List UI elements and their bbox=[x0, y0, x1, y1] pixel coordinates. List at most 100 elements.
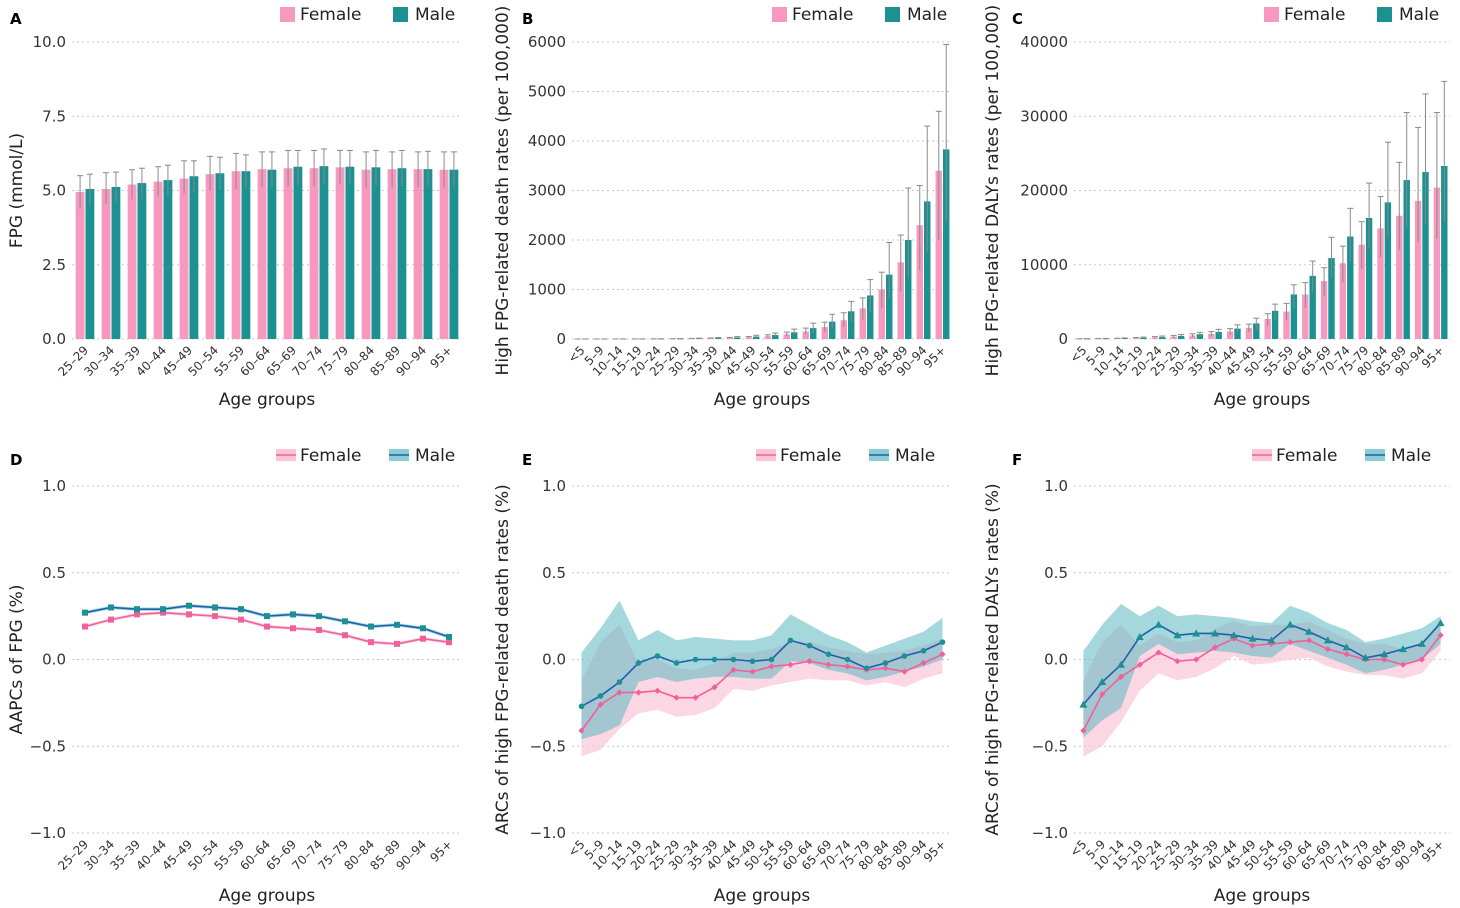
female-bar bbox=[283, 168, 293, 339]
legend-female-swatch bbox=[280, 7, 295, 22]
female-point bbox=[844, 663, 851, 670]
male-line bbox=[1082, 622, 1442, 706]
x-tick-label: 95+ bbox=[1419, 343, 1447, 371]
male-bar bbox=[791, 332, 798, 339]
male-point bbox=[1079, 700, 1088, 708]
female-bar bbox=[1302, 294, 1309, 339]
female-point bbox=[446, 639, 452, 646]
female-point bbox=[635, 689, 642, 696]
male-bar bbox=[867, 295, 874, 339]
female-point bbox=[1193, 656, 1200, 663]
y-tick-label: 7.5 bbox=[42, 107, 66, 125]
female-point bbox=[787, 661, 794, 668]
y-tick-label: 0.5 bbox=[42, 564, 66, 582]
y-tick-label: 1.0 bbox=[542, 477, 566, 495]
male-bar bbox=[1422, 171, 1429, 339]
female-point bbox=[692, 694, 699, 701]
y-tick-label: 30000 bbox=[1020, 107, 1068, 125]
female-bar bbox=[1414, 200, 1422, 339]
male-point bbox=[160, 606, 166, 613]
y-tick-label: 5000 bbox=[528, 83, 566, 101]
male-line bbox=[581, 639, 943, 708]
male-point bbox=[342, 618, 348, 625]
male-bar bbox=[1253, 323, 1260, 339]
female-bar bbox=[707, 338, 714, 339]
male-point bbox=[1154, 620, 1163, 628]
female-point bbox=[108, 616, 114, 623]
female-bar bbox=[1189, 335, 1196, 339]
y-tick-label: 2000 bbox=[528, 231, 566, 249]
male-point bbox=[882, 660, 889, 666]
female-bar bbox=[257, 169, 267, 339]
male-point bbox=[806, 642, 813, 649]
y-tick-label: 2.5 bbox=[42, 256, 66, 274]
female-point bbox=[597, 701, 604, 708]
male-point bbox=[368, 623, 374, 630]
female-point bbox=[939, 651, 946, 658]
panel-c: C 0 10000 20000 30000 40000 High FPG-related D… bbox=[983, 5, 1450, 410]
legend: Female Male bbox=[1252, 446, 1431, 466]
y-tick-label: 0.0 bbox=[1044, 651, 1068, 669]
female-bar bbox=[726, 338, 733, 339]
male-bar bbox=[1384, 202, 1392, 339]
male-bar bbox=[345, 166, 355, 339]
legend: Female Male bbox=[276, 446, 455, 466]
y-tick-label: 1000 bbox=[528, 281, 566, 299]
male-point bbox=[186, 602, 192, 609]
y-tick-label: −1.0 bbox=[1032, 824, 1068, 842]
male-bar bbox=[423, 169, 433, 339]
male-bar bbox=[1309, 275, 1316, 339]
male-point bbox=[1380, 650, 1389, 658]
x-tick-label: 90–94 bbox=[393, 343, 429, 379]
female-point bbox=[134, 611, 140, 618]
legend-male-label: Male bbox=[415, 446, 455, 466]
male-bar bbox=[397, 168, 407, 339]
legend-male-swatch bbox=[885, 7, 900, 22]
male-bar bbox=[1403, 180, 1410, 339]
female-bar bbox=[1377, 228, 1384, 339]
female-bar bbox=[783, 334, 790, 339]
male-bar bbox=[1347, 236, 1354, 339]
legend-male-label: Male bbox=[415, 5, 455, 25]
female-point bbox=[420, 635, 426, 642]
female-line bbox=[580, 653, 943, 732]
y-tick-label: 5.0 bbox=[42, 182, 66, 200]
male-point bbox=[1305, 627, 1313, 635]
male-point bbox=[654, 653, 661, 659]
male-point bbox=[578, 703, 585, 710]
female-point bbox=[825, 661, 832, 668]
male-point bbox=[730, 656, 737, 663]
panel-b: B 0 1000 2000 3000 4000 5000 6000 High FPG-relat… bbox=[493, 5, 952, 410]
male-point bbox=[1323, 636, 1332, 644]
male-bar bbox=[1328, 258, 1335, 339]
y-tick-label: 0 bbox=[1058, 330, 1068, 348]
male-ci-band bbox=[581, 600, 943, 740]
female-bar bbox=[802, 331, 809, 339]
female-bar bbox=[309, 168, 319, 339]
legend-male-label: Male bbox=[895, 446, 935, 466]
male-bar bbox=[734, 337, 741, 339]
male-point bbox=[1399, 645, 1407, 653]
female-point bbox=[316, 627, 322, 634]
y-tick-label: 0.5 bbox=[1044, 564, 1068, 582]
x-tick-label: 95+ bbox=[427, 343, 455, 371]
female-bar bbox=[859, 308, 866, 339]
male-point bbox=[635, 660, 642, 666]
female-bar bbox=[361, 169, 371, 339]
panel-f: F −1.0 −0.5 0.0 0.5 1.0 ARCs of high FPG-relat… bbox=[983, 446, 1450, 906]
legend-female-label: Female bbox=[780, 446, 841, 466]
female-point bbox=[1324, 645, 1331, 653]
female-bar bbox=[1226, 331, 1234, 339]
y-tick-label: 40000 bbox=[1020, 33, 1068, 51]
male-bar bbox=[163, 180, 173, 339]
female-bar bbox=[101, 189, 111, 339]
panel-label: B bbox=[522, 10, 533, 28]
legend-female-label: Female bbox=[1284, 5, 1345, 25]
female-point bbox=[212, 613, 218, 620]
panel-label: F bbox=[1012, 451, 1022, 469]
male-bar bbox=[1196, 334, 1204, 339]
male-bar bbox=[1234, 328, 1241, 339]
male-bar bbox=[943, 149, 950, 339]
panel-d: D −1.0 −0.5 0.0 0.5 1.0 AAPCs of FPG (%) Age gr… bbox=[7, 446, 462, 906]
